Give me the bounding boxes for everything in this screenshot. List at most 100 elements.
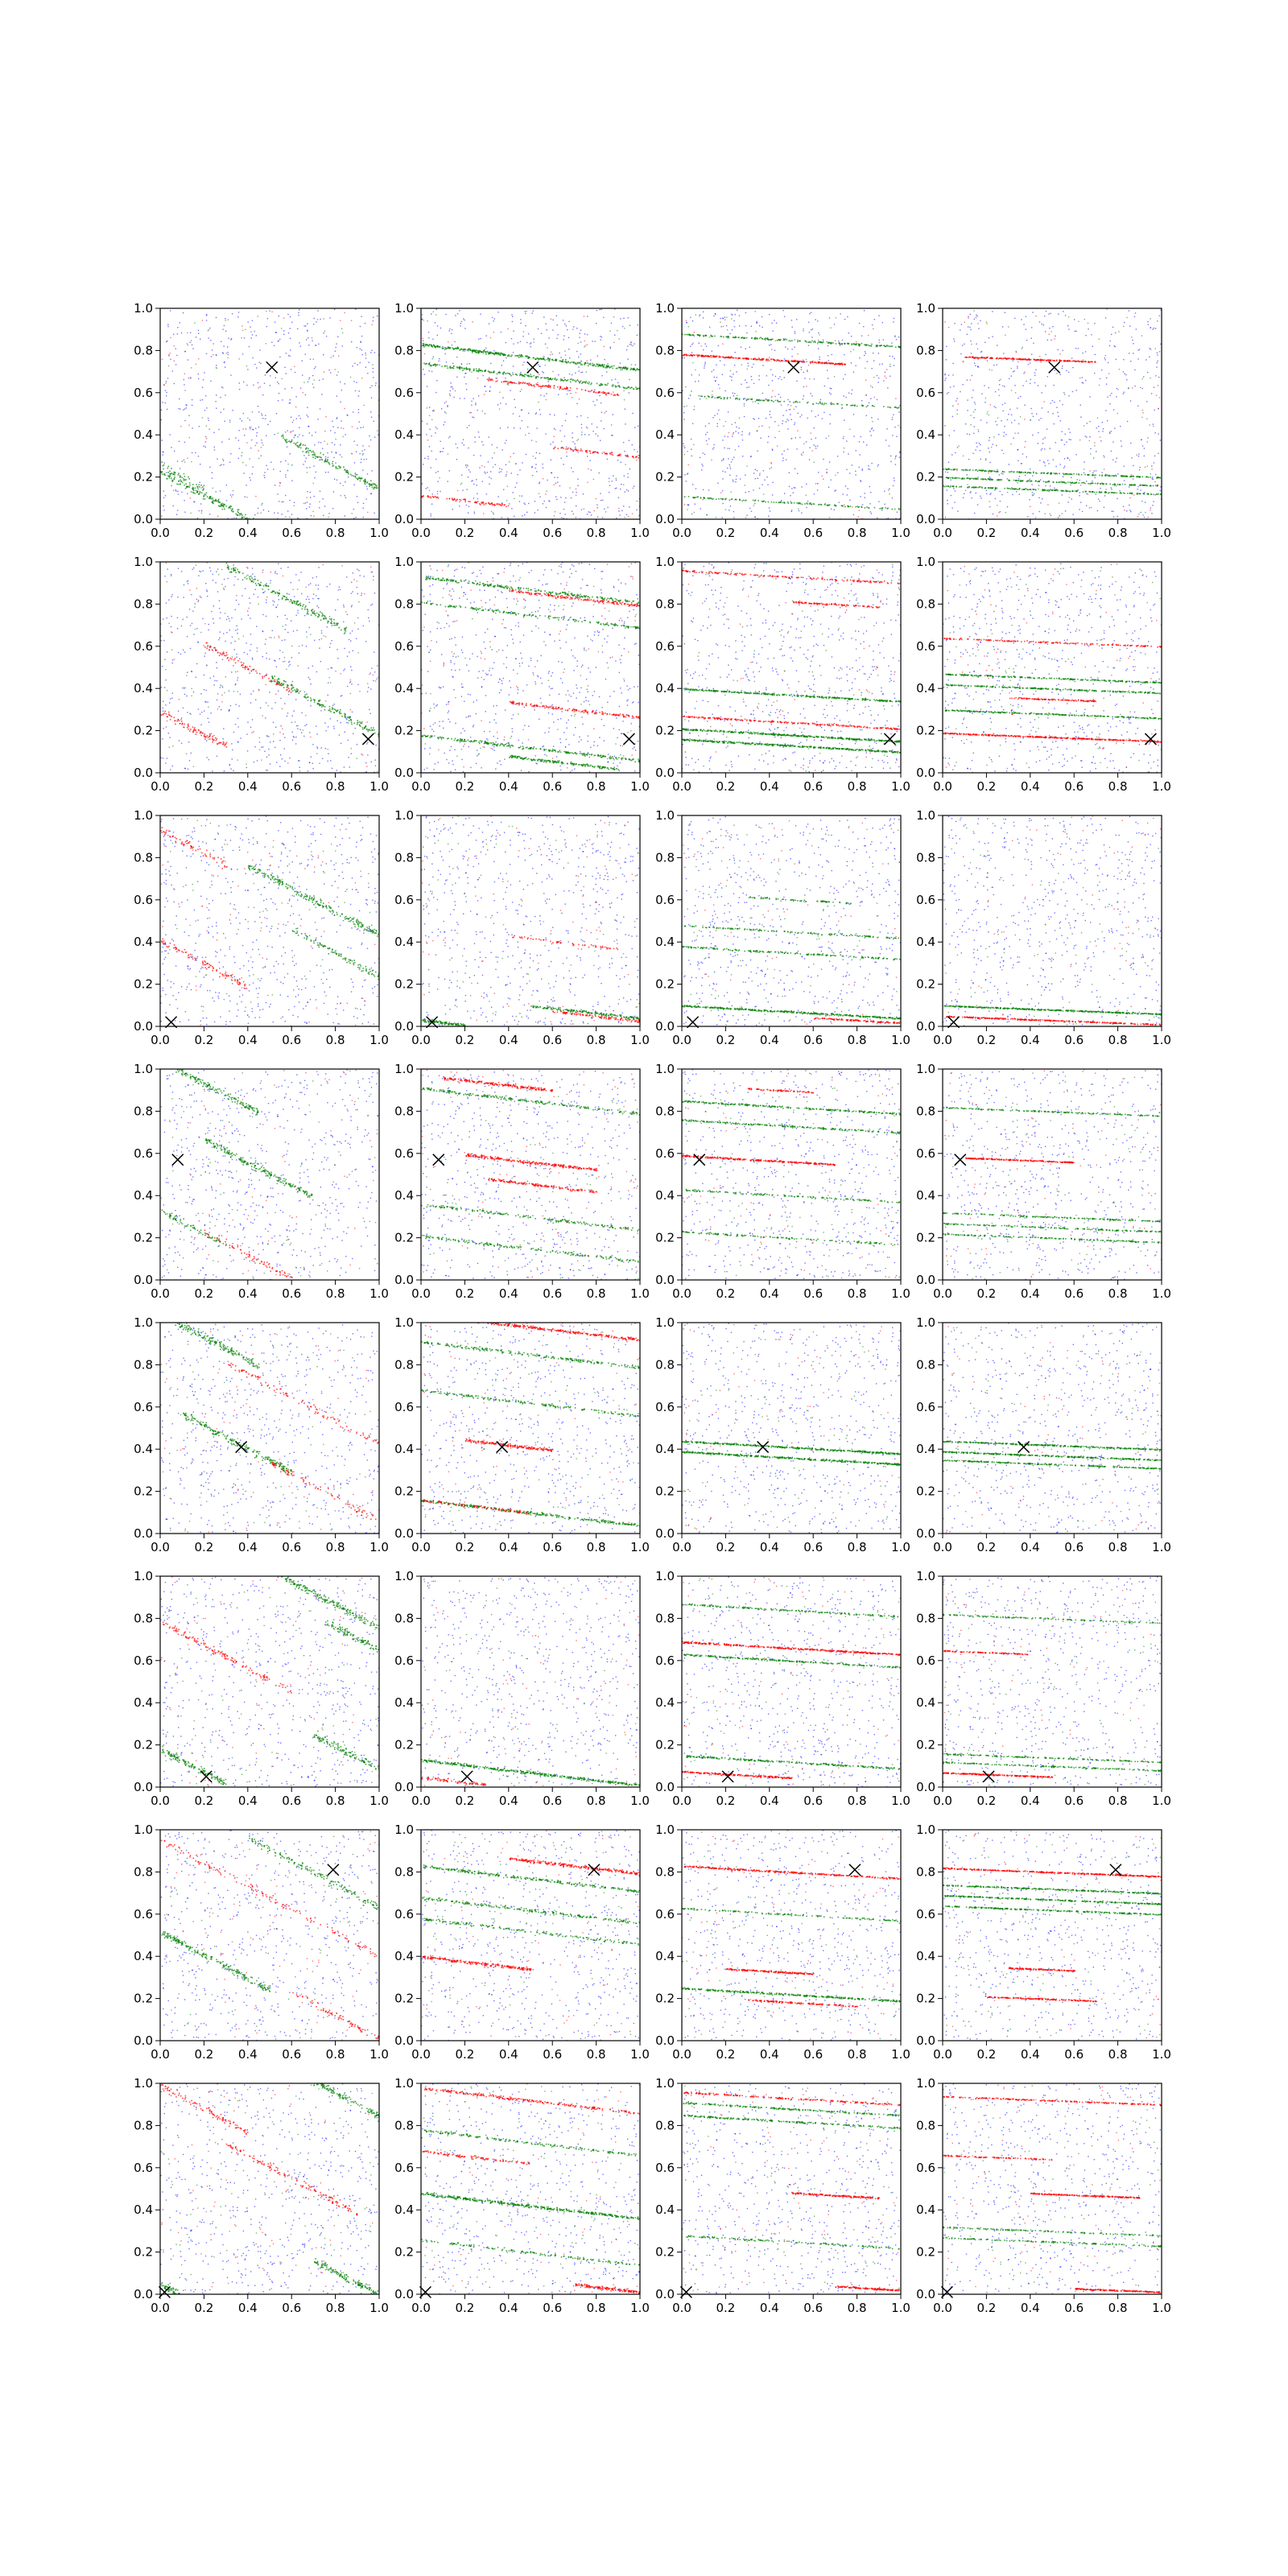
point-bg bbox=[619, 362, 621, 364]
point-bg bbox=[244, 496, 246, 497]
point-noise bbox=[873, 396, 875, 398]
point-bg bbox=[1038, 510, 1040, 513]
point-green bbox=[535, 378, 537, 379]
point-red bbox=[815, 361, 817, 364]
point-bg bbox=[369, 386, 371, 389]
point-green bbox=[314, 455, 316, 457]
point-noise bbox=[1054, 338, 1055, 340]
point-green bbox=[302, 444, 304, 446]
point-bg bbox=[779, 396, 782, 398]
point-green bbox=[314, 453, 316, 455]
point-bg bbox=[998, 379, 1001, 382]
point-bg bbox=[1137, 405, 1139, 407]
point-green bbox=[460, 348, 462, 350]
point-bg bbox=[794, 346, 795, 349]
point-green bbox=[223, 506, 225, 508]
point-bg bbox=[1157, 354, 1158, 356]
point-red bbox=[566, 448, 568, 450]
point-red bbox=[503, 504, 506, 506]
point-noise bbox=[803, 328, 804, 330]
point-bg bbox=[887, 387, 889, 389]
point-noise bbox=[623, 390, 625, 392]
point-red bbox=[575, 448, 576, 450]
point-red bbox=[506, 381, 507, 382]
point-noise bbox=[755, 331, 757, 332]
point-green bbox=[188, 486, 191, 488]
point-green bbox=[324, 459, 326, 461]
point-noise bbox=[342, 427, 345, 429]
point-red bbox=[608, 392, 610, 394]
point-red bbox=[455, 500, 457, 502]
point-bg bbox=[244, 435, 246, 436]
point-green bbox=[161, 461, 163, 463]
point-green bbox=[286, 441, 288, 444]
point-noise bbox=[506, 471, 508, 473]
point-bg bbox=[1155, 473, 1157, 476]
point-green bbox=[171, 477, 172, 479]
point-green bbox=[549, 358, 551, 361]
point-green bbox=[804, 503, 806, 505]
point-bg bbox=[758, 375, 760, 377]
point-noise bbox=[685, 386, 687, 388]
point-bg bbox=[429, 362, 431, 364]
point-red bbox=[815, 362, 818, 364]
point-bg bbox=[728, 458, 729, 460]
point-bg bbox=[682, 390, 683, 391]
point-green bbox=[830, 403, 832, 406]
point-red bbox=[719, 356, 720, 358]
point-green bbox=[498, 371, 500, 374]
point-noise bbox=[1047, 504, 1049, 506]
point-bg bbox=[221, 441, 223, 443]
point-green bbox=[217, 498, 220, 501]
point-noise bbox=[521, 389, 522, 390]
point-red bbox=[702, 355, 704, 357]
point-bg bbox=[1129, 400, 1132, 402]
point-bg bbox=[720, 460, 723, 461]
point-noise bbox=[587, 427, 588, 429]
point-bg bbox=[216, 394, 217, 396]
point-bg bbox=[985, 458, 987, 460]
point-bg bbox=[764, 479, 766, 481]
point-green bbox=[305, 448, 308, 449]
point-green bbox=[473, 349, 475, 351]
point-bg bbox=[1024, 404, 1026, 406]
point-green bbox=[702, 334, 704, 336]
point-bg bbox=[334, 444, 336, 446]
point-bg bbox=[760, 437, 762, 439]
point-red bbox=[611, 452, 613, 454]
point-bg bbox=[308, 432, 311, 434]
point-green bbox=[587, 365, 589, 367]
point-bg bbox=[539, 365, 541, 367]
point-bg bbox=[264, 472, 266, 473]
point-bg bbox=[531, 475, 534, 477]
point-bg bbox=[989, 437, 990, 439]
point-bg bbox=[1015, 350, 1017, 353]
point-bg bbox=[1030, 407, 1032, 410]
point-bg bbox=[607, 506, 609, 509]
point-red bbox=[788, 361, 790, 363]
point-bg bbox=[558, 374, 559, 376]
point-green bbox=[192, 491, 194, 493]
point-green bbox=[170, 473, 171, 475]
point-noise bbox=[823, 478, 824, 480]
point-green bbox=[288, 440, 291, 442]
point-bg bbox=[198, 332, 200, 334]
point-bg bbox=[428, 337, 430, 339]
point-red bbox=[781, 360, 782, 361]
point-bg bbox=[720, 326, 722, 328]
point-bg bbox=[899, 451, 901, 452]
point-green bbox=[496, 373, 498, 375]
point-bg bbox=[879, 363, 881, 365]
point-green bbox=[726, 398, 729, 400]
point-green bbox=[243, 516, 246, 518]
point-green bbox=[689, 394, 691, 396]
point-green bbox=[355, 477, 357, 479]
point-bg bbox=[828, 461, 831, 463]
point-noise bbox=[865, 379, 867, 381]
point-green bbox=[474, 351, 477, 353]
point-green bbox=[613, 365, 615, 367]
point-bg bbox=[308, 426, 310, 427]
point-bg bbox=[493, 318, 495, 320]
point-noise bbox=[731, 423, 733, 425]
point-noise bbox=[371, 324, 373, 325]
